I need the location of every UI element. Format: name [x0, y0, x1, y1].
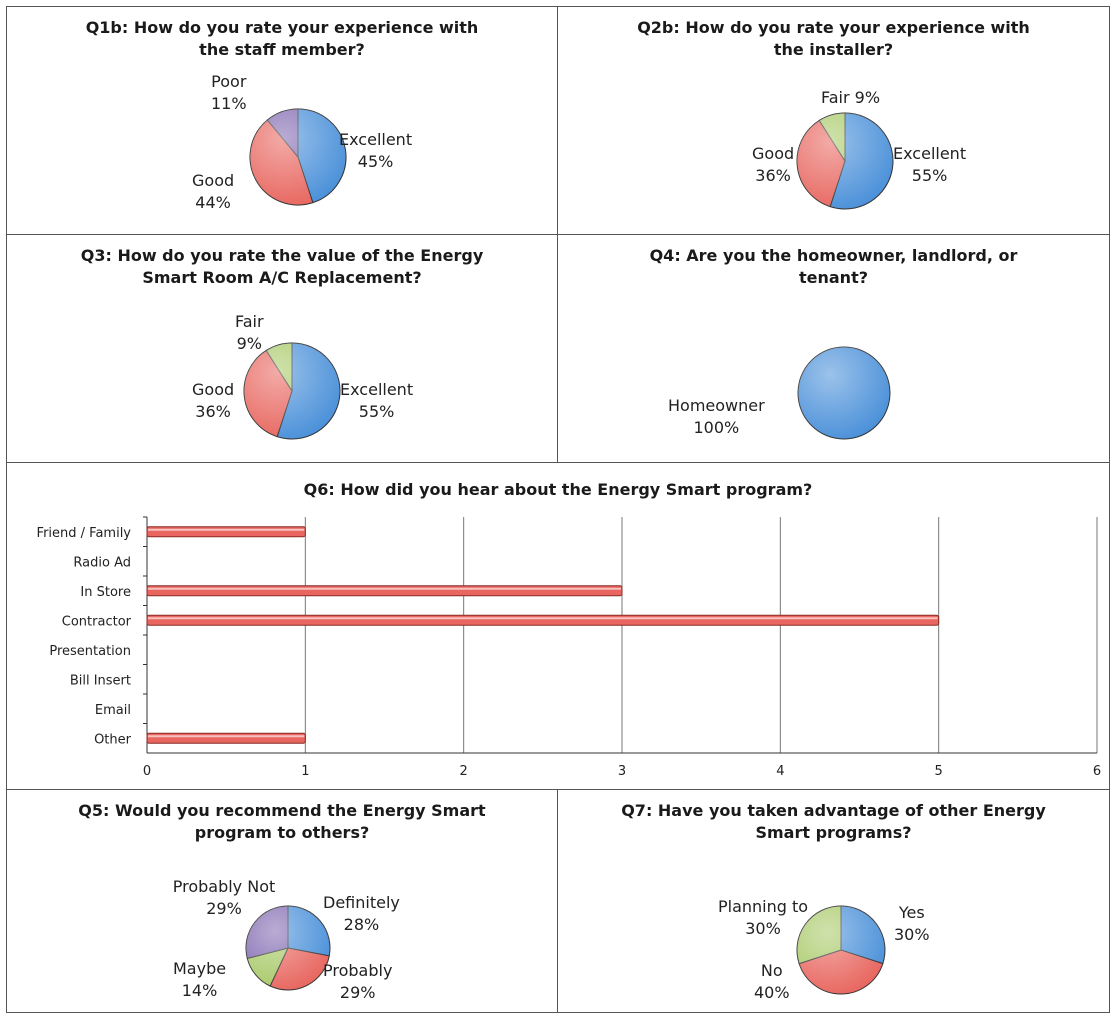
y-category-label-in-store: In Store: [80, 585, 131, 600]
q1b-title-line-1: Q1b: How do you rate your experience wit…: [85, 18, 479, 37]
bar-highlight-other: [148, 735, 305, 738]
q1b-label-excellent: Excellent 45%: [339, 130, 413, 171]
q4-label-homeowner: Homeowner 100%: [668, 396, 765, 437]
bar-contractor: [146, 614, 940, 626]
y-category-label-presentation: Presentation: [49, 644, 131, 659]
bar-highlight-in-store: [148, 587, 621, 590]
q1b-title: Q1b: How do you rate your experience wit…: [7, 17, 557, 61]
q5-pie: [245, 905, 331, 991]
q5-title: Q5: Would you recommend the Energy Smart…: [7, 800, 557, 844]
q7-label-yes: Yes 30%: [894, 903, 930, 944]
q3-label-good: Good 36%: [192, 380, 235, 421]
q1b-label-good: Good 44%: [192, 171, 235, 212]
x-tick-label-5: 5: [935, 764, 943, 779]
q3-title: Q3: How do you rate the value of the Ene…: [7, 245, 557, 289]
q5-label-probably: Probably 29%: [323, 961, 393, 1002]
q1b-title-line-2: the staff member?: [199, 40, 365, 59]
q4-chart-panel: Q4: Are you the homeowner, landlord, or …: [557, 234, 1110, 463]
q3-chart-panel: Q3: How do you rate the value of the Ene…: [6, 234, 558, 463]
q2b-title: Q2b: How do you rate your experience wit…: [558, 17, 1109, 61]
bar-highlight-contractor: [148, 617, 938, 620]
q3-label-fair: Fair 9%: [235, 312, 264, 353]
pie-highlight: [797, 113, 893, 209]
bar-highlight-friend-family: [148, 528, 305, 531]
y-category-label-contractor: Contractor: [62, 614, 132, 629]
y-category-label-other: Other: [94, 732, 132, 747]
q2b-pie: [796, 112, 894, 210]
q6-chart-panel: Q6: How did you hear about the Energy Sm…: [6, 462, 1110, 790]
pie-highlight: [797, 906, 885, 994]
q7-title: Q7: Have you taken advantage of other En…: [558, 800, 1109, 844]
pie-highlight: [798, 347, 890, 439]
q2b-label-good: Good 36%: [752, 144, 795, 185]
q4-title-line-1: Q4: Are you the homeowner, landlord, or: [649, 246, 1018, 265]
y-category-label-radio-ad: Radio Ad: [73, 555, 131, 570]
q6-title-text: Q6: How did you hear about the Energy Sm…: [303, 480, 813, 499]
q6-title: Q6: How did you hear about the Energy Sm…: [7, 479, 1109, 501]
q5-title-line-1: Q5: Would you recommend the Energy Smart: [78, 801, 486, 820]
q7-pie: [796, 905, 886, 995]
q7-title-line-2: Smart programs?: [755, 823, 912, 842]
x-tick-label-4: 4: [776, 764, 784, 779]
x-tick-label-6: 6: [1093, 764, 1101, 779]
q3-label-excellent: Excellent 55%: [340, 380, 414, 421]
q2b-label-fair: Fair 9%: [821, 88, 881, 107]
pie-highlight: [250, 109, 346, 205]
q4-pie: [797, 346, 891, 440]
q5-title-line-2: program to others?: [194, 823, 370, 842]
q2b-label-excellent: Excellent 55%: [893, 144, 967, 185]
x-tick-label-3: 3: [618, 764, 626, 779]
q6-bar-chart: 0 1 2 3 4 5 6 Friend / Family Radio Ad In Store Co…: [37, 516, 1101, 779]
y-category-label-bill-insert: Bill Insert: [70, 673, 131, 688]
q2b-title-line-1: Q2b: How do you rate your experience wit…: [637, 18, 1030, 37]
q1b-label-poor: Poor 11%: [211, 72, 247, 113]
q7-label-planning-to: Planning to 30%: [718, 897, 809, 938]
q5-chart-panel: Q5: Would you recommend the Energy Smart…: [6, 789, 558, 1013]
bar-friend-family: [146, 526, 306, 538]
q3-title-line-1: Q3: How do you rate the value of the Ene…: [80, 246, 484, 265]
y-category-label-email: Email: [95, 703, 131, 718]
q5-label-probably-not: Probably Not 29%: [172, 877, 276, 918]
q1b-pie: [249, 108, 347, 206]
pie-highlight: [246, 906, 330, 990]
q3-pie: [243, 342, 341, 440]
bar-in-store: [146, 585, 623, 597]
q2b-chart-panel: Q2b: How do you rate your experience wit…: [557, 6, 1110, 235]
q3-title-line-2: Smart Room A/C Replacement?: [142, 268, 422, 287]
q1b-chart-panel: Q1b: How do you rate your experience wit…: [6, 6, 558, 235]
pie-highlight: [244, 343, 340, 439]
x-tick-label-0: 0: [143, 764, 151, 779]
x-tick-label-1: 1: [301, 764, 309, 779]
q7-chart-panel: Q7: Have you taken advantage of other En…: [557, 789, 1110, 1013]
survey-results-grid: Q1b: How do you rate your experience wit…: [6, 6, 1110, 1013]
q5-label-definitely: Definitely 28%: [323, 893, 400, 934]
q4-title: Q4: Are you the homeowner, landlord, or …: [558, 245, 1109, 289]
q2b-title-line-2: the installer?: [773, 40, 894, 59]
q7-title-line-1: Q7: Have you taken advantage of other En…: [621, 801, 1046, 820]
q4-title-line-2: tenant?: [798, 268, 868, 287]
y-category-label-friend-family: Friend / Family: [37, 526, 132, 541]
q5-label-maybe: Maybe 14%: [173, 959, 227, 1000]
q7-label-no: No 40%: [754, 961, 790, 1002]
x-tick-label-2: 2: [460, 764, 468, 779]
bar-other: [146, 732, 306, 744]
